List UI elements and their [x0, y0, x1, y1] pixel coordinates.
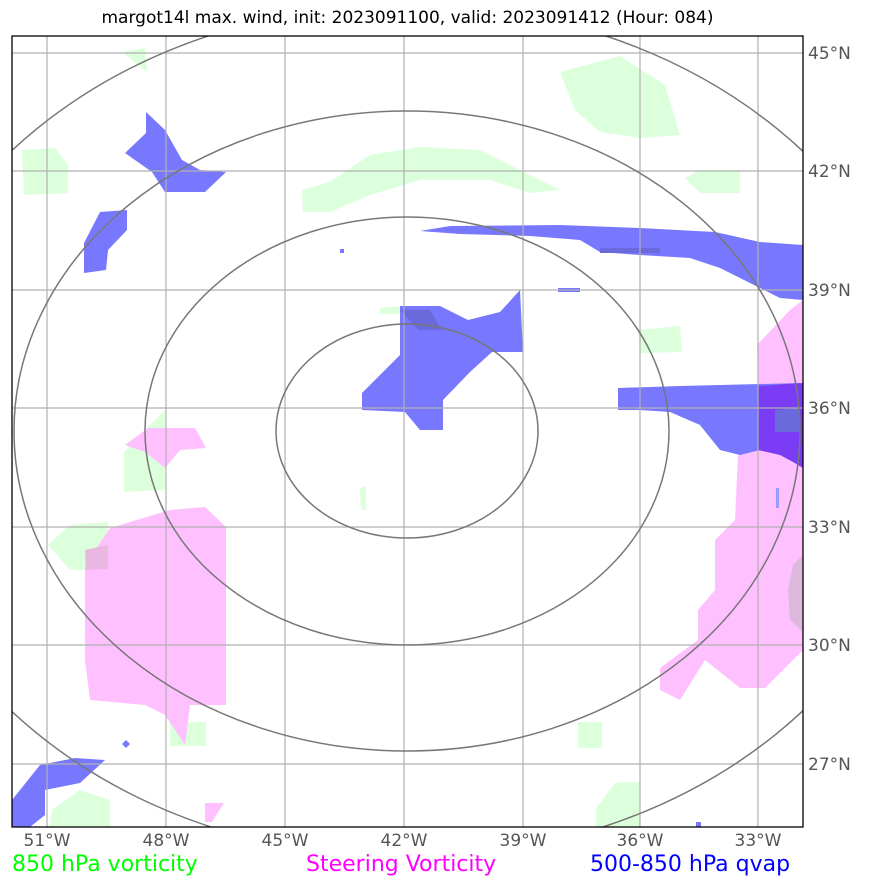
- lat-label: 42°N: [808, 162, 851, 182]
- lat-label: 27°N: [808, 755, 851, 775]
- vorticity-850-region: [50, 790, 110, 827]
- lat-label: 30°N: [808, 636, 851, 656]
- lat-label: 33°N: [808, 518, 851, 538]
- longitude-axis: 51°W 48°W 45°W 42°W 39°W 36°W 33°W: [24, 831, 782, 851]
- qvap-region: [696, 822, 701, 827]
- vorticity-850-region: [302, 147, 560, 212]
- qvap-region: [618, 383, 803, 458]
- qvap-region: [362, 290, 523, 430]
- range-rings: [12, 36, 803, 827]
- vorticity-850-region: [560, 56, 680, 138]
- qvap-region: [420, 225, 803, 300]
- range-ring: [275, 323, 539, 539]
- vorticity-850-region: [122, 48, 147, 72]
- steering-vorticity-region: [660, 300, 803, 700]
- range-ring: [144, 216, 670, 646]
- legend-steering-vorticity: Steering Vorticity: [306, 852, 497, 877]
- qvap-layer: [12, 112, 803, 827]
- qvap-overlap-region: [400, 310, 442, 330]
- overlap-region: [788, 555, 803, 632]
- steering-vorticity-region: [85, 507, 226, 745]
- lat-label: 39°N: [808, 281, 851, 301]
- vorticity-850-region: [380, 306, 405, 314]
- vorticity-850-region: [638, 326, 682, 353]
- qvap-overlap-region: [776, 488, 779, 508]
- lon-label: 39°W: [500, 831, 547, 851]
- lat-label: 45°N: [808, 44, 851, 64]
- vorticity-850-region: [578, 722, 602, 748]
- lon-label: 51°W: [24, 831, 71, 851]
- vorticity-850-layer: [22, 48, 740, 827]
- overlap-region: [85, 545, 108, 570]
- vorticity-850-region: [360, 486, 366, 510]
- qvap-region: [122, 740, 130, 748]
- range-ring: [13, 110, 801, 752]
- steering-vorticity-region: [205, 803, 224, 822]
- qvap-overlap-region: [775, 408, 800, 432]
- plot-frame: [11, 35, 804, 828]
- qvap-region: [84, 210, 127, 273]
- qvap-region: [12, 758, 105, 827]
- lon-label: 42°W: [381, 831, 428, 851]
- latitude-axis: 45°N 42°N 39°N 36°N 33°N 30°N 27°N: [808, 44, 851, 775]
- plot-area: [12, 36, 803, 827]
- map-title: margot14l max. wind, init: 2023091100, v…: [101, 8, 714, 28]
- legend-850-vorticity: 850 hPa vorticity: [12, 852, 198, 877]
- lat-label: 36°N: [808, 399, 851, 419]
- lon-label: 45°W: [262, 831, 309, 851]
- qvap-overlap-region: [600, 248, 660, 253]
- legend-qvap: 500-850 hPa qvap: [590, 852, 791, 877]
- vorticity-850-region: [685, 170, 740, 193]
- vorticity-850-region: [596, 782, 640, 827]
- qvap-region: [340, 249, 344, 253]
- graticule: [12, 36, 803, 827]
- lon-label: 48°W: [143, 831, 190, 851]
- lon-label: 36°W: [617, 831, 664, 851]
- lon-label: 33°W: [735, 831, 782, 851]
- qvap-region: [125, 112, 226, 192]
